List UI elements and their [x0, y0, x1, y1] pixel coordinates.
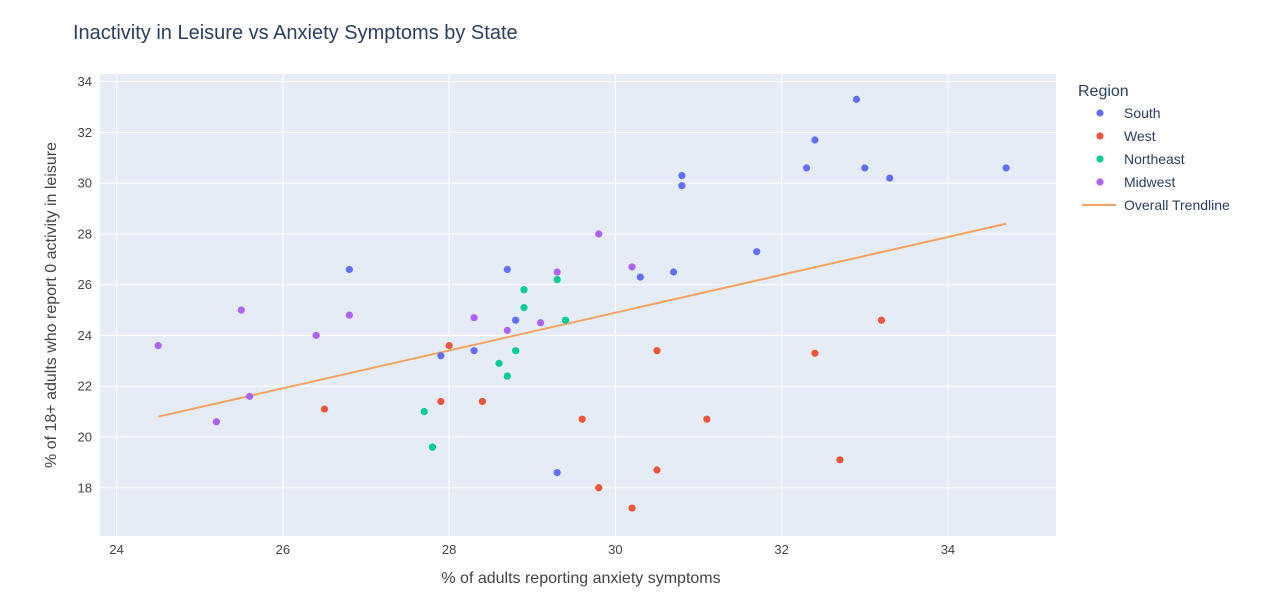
point-south: [753, 248, 761, 256]
point-midwest: [595, 230, 603, 238]
point-northeast: [495, 359, 503, 367]
points-layer: [154, 95, 1010, 512]
point-west: [877, 316, 886, 324]
point-midwest: [312, 331, 320, 340]
point-west: [811, 349, 819, 357]
point-south: [553, 468, 561, 477]
legend-title: Region: [1078, 83, 1129, 100]
point-midwest: [154, 342, 162, 350]
legend-label-trendline: Overall Trendline: [1124, 197, 1230, 213]
point-south: [811, 136, 819, 144]
legend-label-west: West: [1124, 128, 1156, 144]
grid-lines: [100, 74, 1056, 536]
x-tick-label: 34: [941, 542, 955, 557]
y-axis-ticks: 18 20 22 24 26 28 30 32 34: [78, 74, 92, 495]
point-west: [478, 397, 486, 406]
point-west: [703, 415, 711, 423]
point-south: [470, 347, 478, 355]
point-west: [628, 504, 636, 512]
point-northeast: [503, 372, 511, 380]
point-south: [803, 164, 811, 172]
point-south: [678, 182, 686, 190]
point-northeast: [520, 303, 528, 312]
point-south: [636, 273, 644, 281]
x-tick-label: 32: [774, 542, 788, 557]
point-south: [437, 352, 445, 360]
x-tick-label: 28: [442, 542, 456, 557]
x-tick-label: 26: [276, 542, 290, 557]
point-midwest: [503, 326, 511, 334]
trendline-layer: [157, 222, 1007, 418]
point-midwest: [553, 268, 561, 276]
x-axis-ticks: 24 26 28 30 32 34: [109, 542, 955, 557]
point-south: [852, 95, 861, 103]
x-tick-label: 30: [608, 542, 622, 557]
point-west: [836, 456, 844, 464]
point-south: [670, 268, 678, 276]
point-midwest: [628, 263, 636, 271]
point-northeast: [512, 347, 520, 355]
point-northeast: [428, 443, 437, 451]
legend: Region South West Northeast Midwest Overall …: [1078, 83, 1230, 213]
point-west: [320, 405, 329, 413]
y-tick-label: 28: [78, 226, 92, 241]
point-west: [578, 415, 586, 423]
point-midwest: [536, 319, 545, 327]
point-west: [653, 466, 661, 474]
point-midwest: [470, 314, 478, 322]
point-south: [345, 265, 353, 274]
point-south: [1002, 164, 1010, 172]
point-south: [861, 164, 869, 172]
y-tick-label: 26: [78, 277, 92, 292]
legend-marker-midwest: [1096, 178, 1104, 186]
y-tick-label: 20: [78, 430, 92, 445]
point-south: [512, 316, 520, 324]
point-midwest: [212, 418, 220, 426]
point-northeast: [553, 276, 561, 284]
y-tick-label: 30: [78, 176, 92, 191]
y-axis-title: % of 18+ adults who report 0 activity in…: [43, 142, 60, 468]
plot-area: [100, 74, 1056, 536]
point-west: [653, 347, 661, 355]
legend-marker-northeast: [1096, 155, 1104, 163]
legend-label-midwest: Midwest: [1124, 174, 1175, 190]
y-tick-label: 34: [78, 74, 92, 89]
point-midwest: [246, 392, 254, 400]
point-west: [437, 397, 445, 406]
x-tick-label: 24: [109, 542, 123, 557]
point-west: [445, 342, 453, 350]
point-northeast: [420, 408, 428, 416]
point-midwest: [237, 306, 245, 314]
point-west: [595, 484, 603, 492]
point-south: [503, 265, 511, 274]
point-northeast: [520, 286, 528, 294]
point-northeast: [561, 316, 570, 324]
point-south: [886, 174, 894, 182]
legend-label-northeast: Northeast: [1124, 151, 1185, 167]
legend-label-south: South: [1124, 105, 1161, 121]
trendline: [157, 222, 1007, 418]
y-tick-label: 18: [78, 480, 92, 495]
legend-marker-south: [1096, 109, 1104, 117]
y-tick-label: 24: [78, 328, 92, 343]
point-south: [678, 171, 686, 180]
y-tick-label: 32: [78, 125, 92, 140]
point-midwest: [345, 311, 353, 319]
x-axis-title: % of adults reporting anxiety symptoms: [441, 570, 720, 587]
legend-marker-west: [1096, 132, 1104, 140]
chart-title: Inactivity in Leisure vs Anxiety Symptom…: [73, 22, 518, 44]
y-tick-label: 22: [78, 379, 92, 394]
